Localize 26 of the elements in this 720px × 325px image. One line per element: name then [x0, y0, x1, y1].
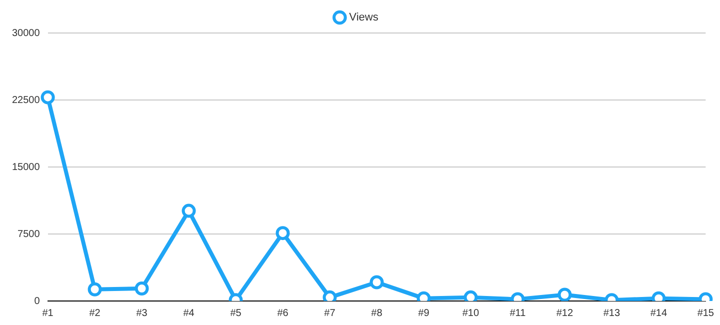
- x-tick-label: #15: [697, 308, 714, 319]
- x-tick-label: #3: [136, 308, 148, 319]
- y-tick-label: 7500: [18, 228, 40, 240]
- x-tick-label: #13: [603, 308, 620, 319]
- x-tick-label: #4: [183, 308, 195, 319]
- x-tick-label: #7: [324, 308, 336, 319]
- x-tick-label: #2: [89, 308, 101, 319]
- legend-label: Views: [349, 12, 379, 24]
- y-tick-label: 22500: [12, 94, 40, 106]
- y-tick-label: 0: [34, 296, 40, 307]
- y-tick-label: 15000: [12, 162, 40, 173]
- x-tick-label: #10: [462, 308, 480, 319]
- x-tick-label: #8: [371, 308, 383, 319]
- y-tick-label: 30000: [12, 28, 40, 39]
- point: [40, 90, 55, 104]
- x-tick-label: #12: [556, 308, 574, 319]
- x-tick-label: #1: [42, 308, 54, 319]
- x-tick-label: #5: [230, 308, 242, 319]
- point: [182, 204, 196, 218]
- point: [276, 226, 290, 240]
- x-tick-label: #14: [650, 308, 668, 319]
- x-tick-label: #6: [277, 308, 289, 319]
- point: [322, 290, 337, 301]
- point: [464, 290, 478, 301]
- x-tick-label: #9: [418, 308, 430, 319]
- x-tick-label: #11: [510, 308, 526, 319]
